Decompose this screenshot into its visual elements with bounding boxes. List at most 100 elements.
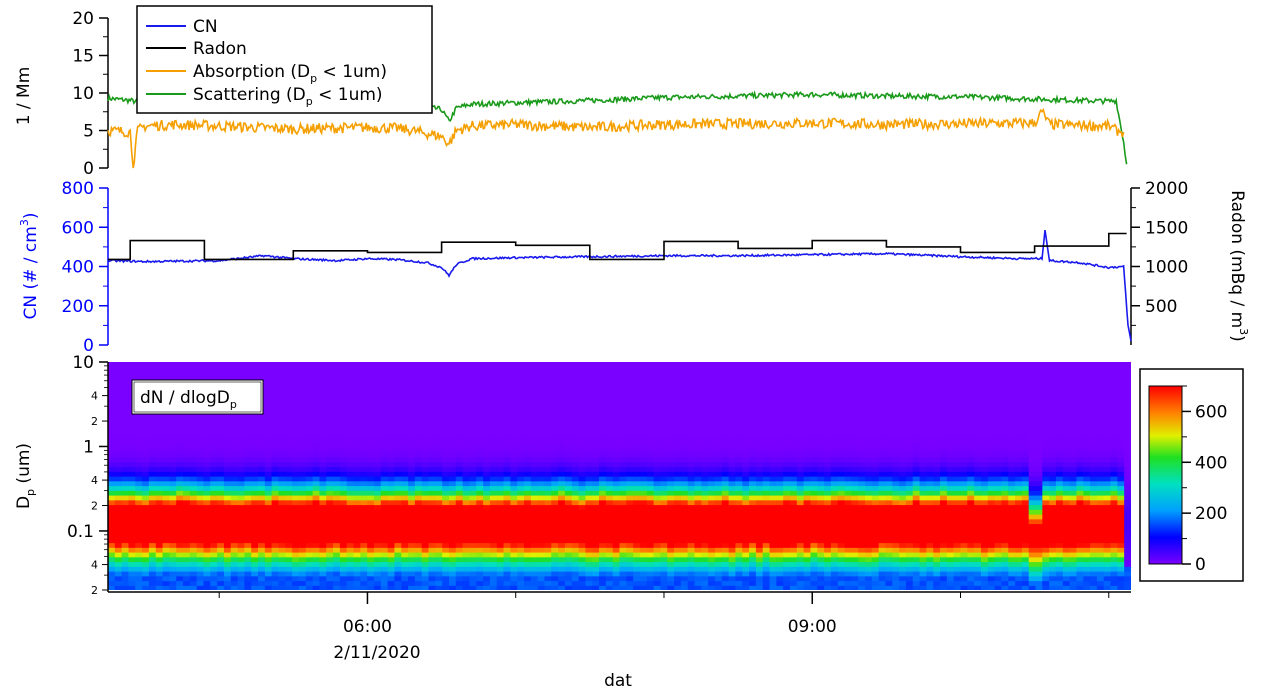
heatmap-cell [333,433,341,439]
heatmap-cell [319,528,327,534]
heatmap-cell [210,438,218,444]
heatmap-cell [524,442,532,449]
heatmap-cell [714,509,723,515]
heatmap-cell [414,466,423,472]
heatmap-cell [735,400,743,406]
heatmap-cell [564,428,573,434]
heatmap-cell [333,461,341,468]
heatmap-cell [742,362,750,368]
heatmap-cell [339,528,348,534]
heatmap-cell [599,404,607,411]
heatmap-cell [558,400,566,406]
heatmap-cell [592,400,600,406]
heatmap-cell [605,580,614,586]
heatmap-cell [278,561,286,567]
heatmap-cell [646,419,655,425]
heatmap-cell [680,376,689,382]
heatmap-cell [258,571,266,577]
heatmap-cell [346,561,355,567]
heatmap-cell [742,433,750,439]
heatmap-cell [742,566,750,572]
heatmap-cell [414,457,423,463]
heatmap-cell [258,371,266,377]
heatmap-cell [387,575,396,582]
heatmap-cell [292,537,300,544]
heatmap-cell [469,495,477,501]
heatmap-cell [148,419,157,425]
heatmap-cell [387,385,396,392]
heatmap-cell [524,523,532,529]
heatmap-cell [619,447,627,453]
heatmap-cell [162,466,170,472]
heatmap-cell [108,390,116,396]
heatmap-cell [639,480,648,487]
heatmap-cell [298,423,307,430]
heatmap-cell [408,433,416,439]
heatmap-cell [496,447,505,453]
heatmap-cell [339,547,348,553]
heatmap-cell [619,514,627,520]
heatmap-cell [135,499,143,506]
heatmap-cell [517,461,525,468]
heatmap-cell [449,556,457,563]
heatmap-cell [135,471,143,477]
heatmap-cell [155,509,164,515]
heatmap-cell [639,414,648,420]
heatmap-cell [626,504,634,510]
heatmap-cell [442,504,450,510]
heatmap-cell [387,400,396,406]
heatmap-cell [469,423,477,430]
heatmap-cell [674,575,682,582]
heatmap-cell [319,476,327,482]
heatmap-cell [803,480,812,487]
heatmap-cell [387,414,396,420]
heatmap-cell [353,585,361,590]
heatmap-cell [646,447,655,453]
heatmap-cell [333,533,341,539]
heatmap-cell [674,471,682,477]
heatmap-cell [326,400,334,406]
heatmap-cell [551,461,559,468]
heatmap-cell [503,571,511,577]
heatmap-cell [203,552,211,558]
heatmap-cell [312,575,321,582]
heatmap-cell [612,390,621,396]
heatmap-cell [244,371,252,377]
heatmap-cell [694,580,702,586]
heatmap-cell [449,575,457,582]
heatmap-cell [714,476,723,482]
heatmap-cell [176,518,184,525]
heatmap-cell [783,447,791,453]
heatmap-cell [367,457,375,463]
heatmap-cell [155,452,164,458]
heatmap-cell [701,537,709,544]
heatmap-cell [592,366,600,373]
heatmap-cell [646,575,655,582]
heatmap-cell [612,466,621,472]
heatmap-cell [176,466,184,472]
heatmap-cell [223,571,232,577]
heatmap-cell [783,452,791,458]
heatmap-cell [469,400,477,406]
heatmap-cell [619,533,627,539]
heatmap-cell [578,447,586,453]
heatmap-cell [790,400,798,406]
heatmap-cell [271,376,280,382]
heatmap-cell [721,518,730,525]
heatmap-cell [142,533,150,539]
heatmap-cell [762,457,771,463]
heatmap-cell [387,376,396,382]
heatmap-cell [380,476,389,482]
heatmap-cell [298,523,307,529]
heatmap-cell [762,390,771,396]
heatmap-cell [271,442,280,449]
heatmap-cell [524,585,532,590]
heatmap-cell [373,400,382,406]
heatmap-cell [251,433,259,439]
heatmap-cell [783,423,791,430]
heatmap-cell [278,471,286,477]
heatmap-cell [476,523,484,529]
heatmap-cell [469,457,477,463]
heatmap-cell [749,575,757,582]
heatmap-cell [544,504,552,510]
